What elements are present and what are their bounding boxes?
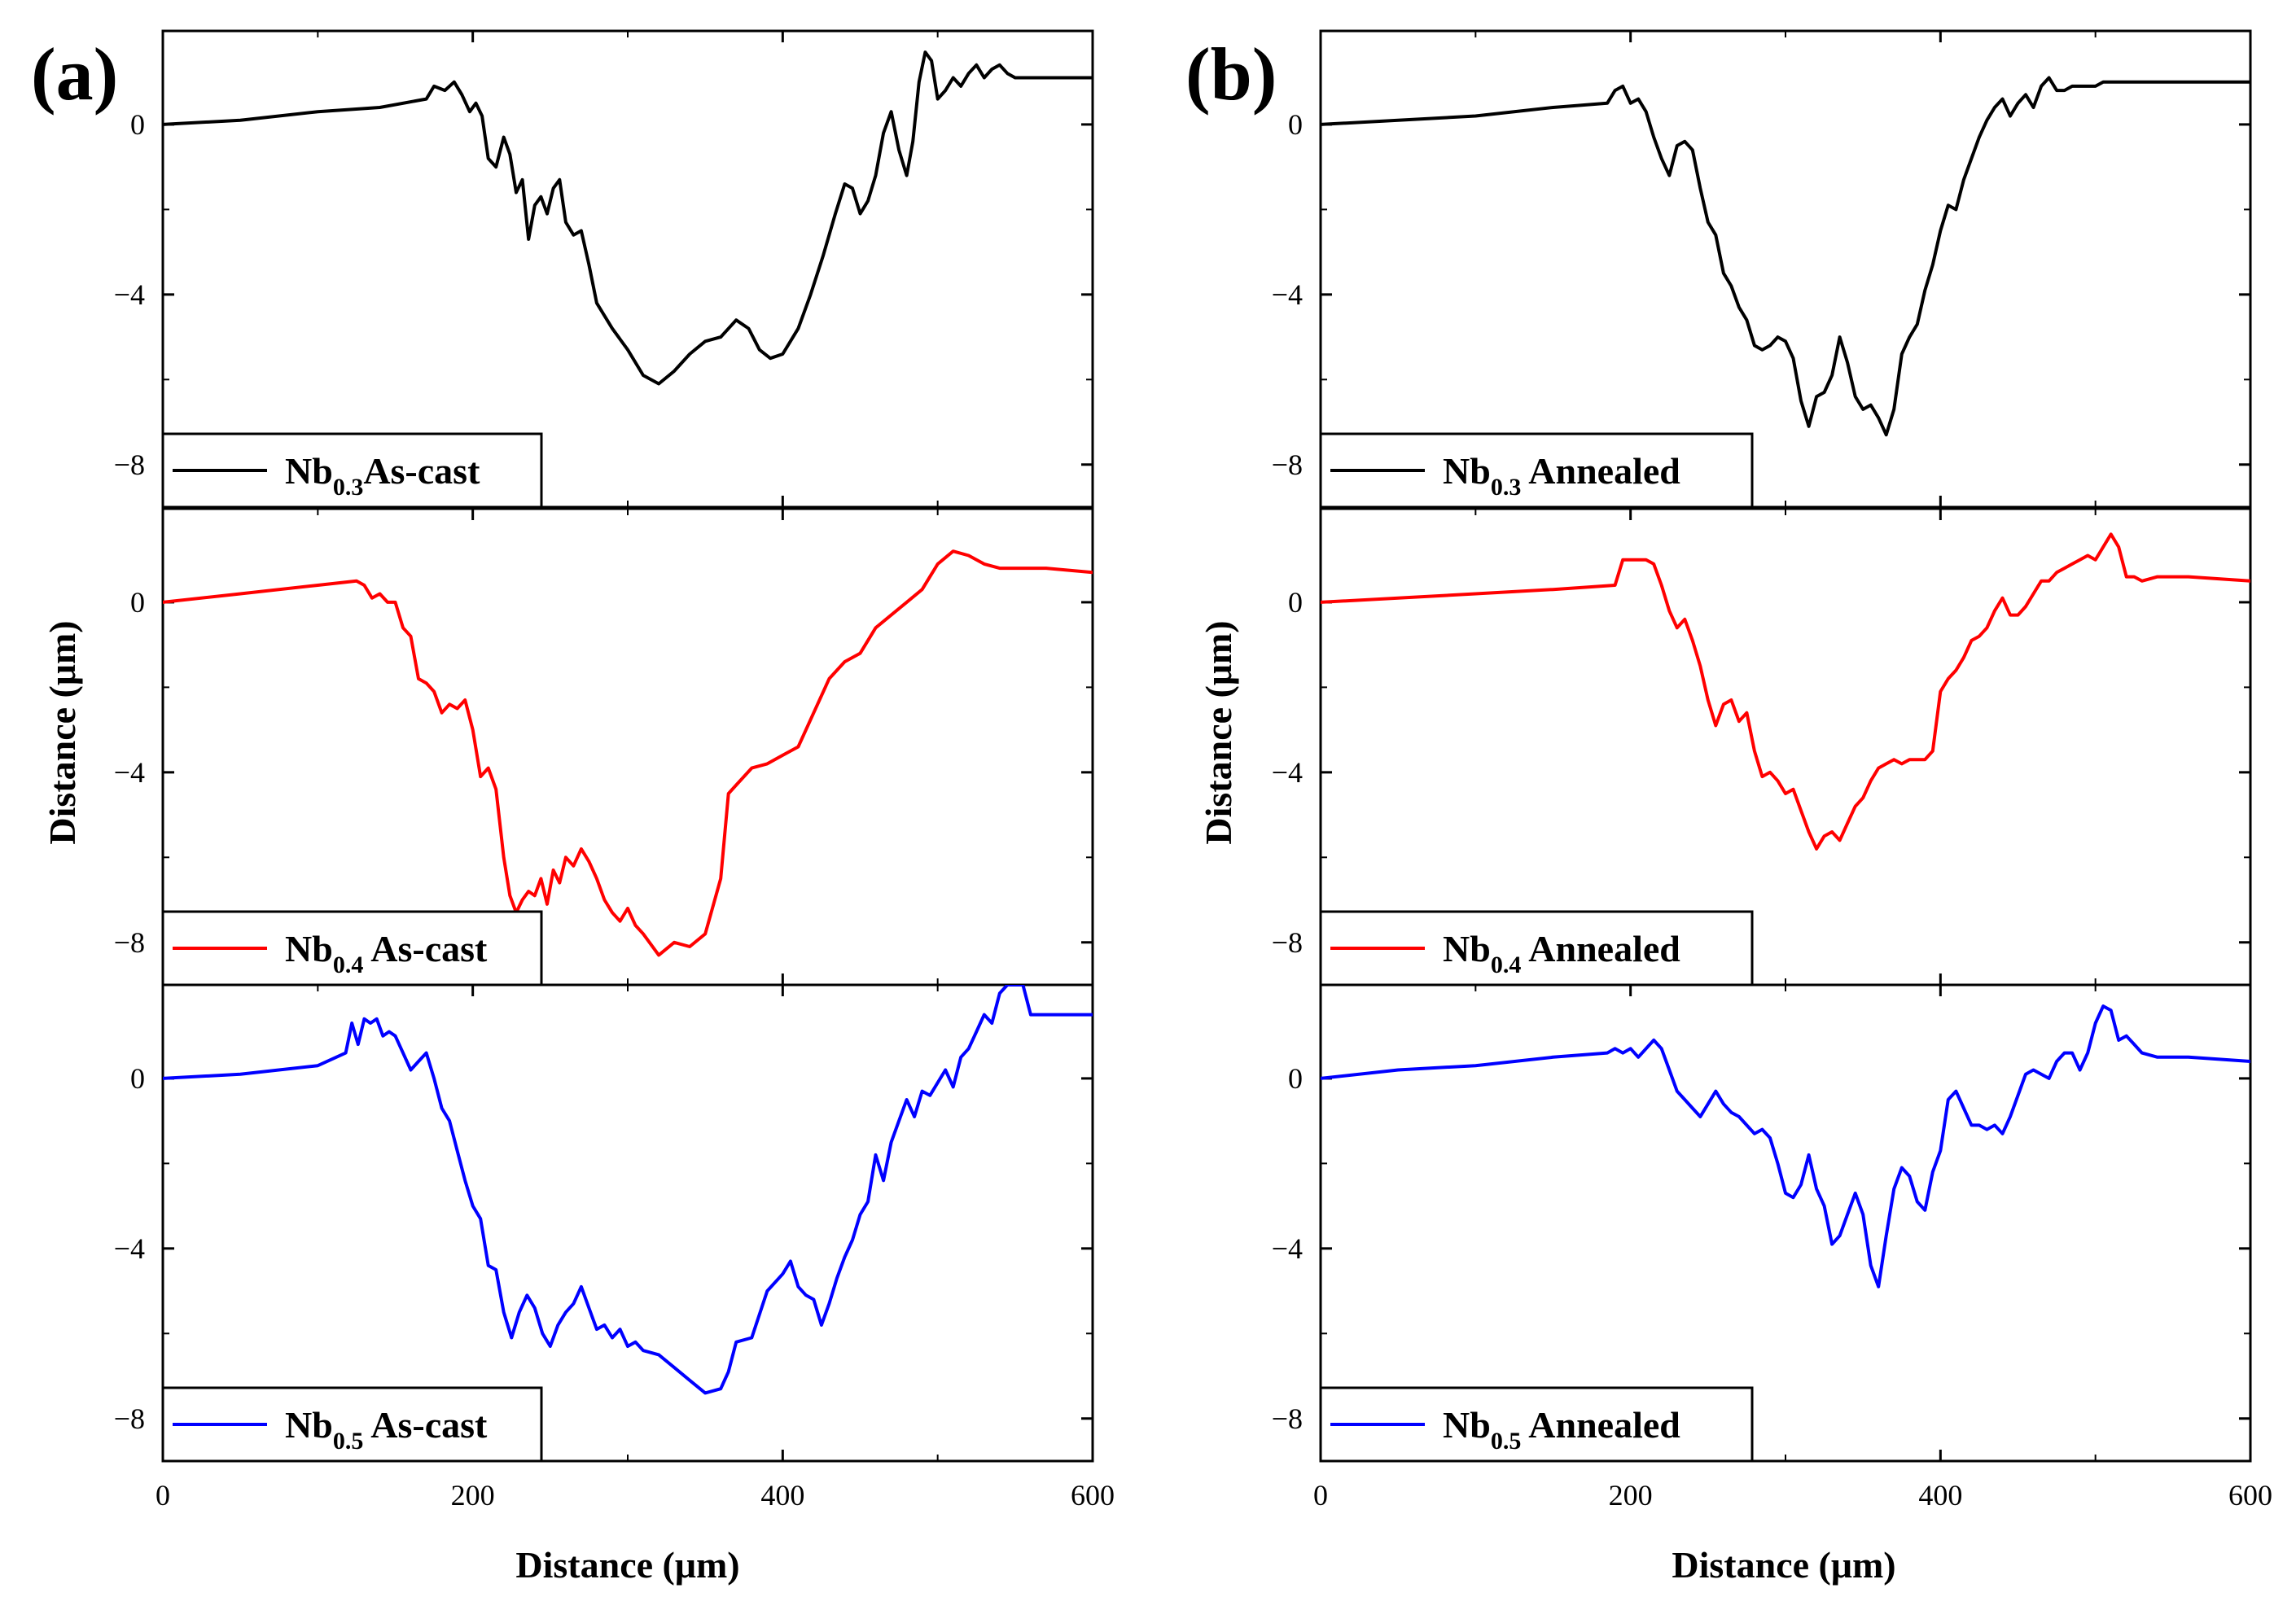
legend-label-rest: Annealed <box>1521 450 1680 492</box>
legend-label-rest: Annealed <box>1521 928 1680 969</box>
series-line <box>163 985 1093 1395</box>
y-tick-label: 0 <box>1288 108 1303 141</box>
subplot-p1-r2: 0 −4 −8 0 200 400 600 Nb0.5 Annealed <box>1272 983 2272 1512</box>
y-tick-label: 0 <box>130 108 145 141</box>
x-tick-label: 200 <box>451 1479 495 1512</box>
y-tick-label: −8 <box>1272 926 1303 959</box>
x-tick-label: 600 <box>2228 1479 2272 1512</box>
panel-b-xlabel: Distance (μm) <box>1672 1544 1895 1586</box>
panel-b-letter: (b) <box>1185 33 1277 116</box>
x-tick-label: 400 <box>760 1479 804 1512</box>
legend-label-rest: As-cast <box>363 450 480 492</box>
panel-a-letter: (a) <box>31 33 118 116</box>
y-tick-label: −8 <box>1272 448 1303 481</box>
legend: Nb0.5 As-cast <box>161 1386 543 1463</box>
legend-label-rest: As-cast <box>363 928 488 969</box>
legend-label: Nb0.4 Annealed <box>1443 928 1680 978</box>
y-tick-label: −8 <box>114 926 145 959</box>
series-line <box>163 50 1093 386</box>
legend-label-base: Nb <box>285 450 333 492</box>
legend: Nb0.5 Annealed <box>1319 1386 1754 1463</box>
y-tick-label: 0 <box>130 586 145 619</box>
legend-label-rest: Annealed <box>1521 1404 1680 1446</box>
legend: Nb0.3 Annealed <box>1319 432 1754 509</box>
series-line <box>163 549 1093 957</box>
legend-label-base: Nb <box>285 928 333 969</box>
legend-label: Nb0.4 As-cast <box>285 928 488 978</box>
legend-label-sub: 0.5 <box>333 1428 364 1455</box>
x-tick-label: 400 <box>1918 1479 1962 1512</box>
legend: Nb0.4 As-cast <box>161 910 543 987</box>
legend-label: Nb0.5 As-cast <box>285 1404 488 1455</box>
legend-label: Nb0.3As-cast <box>285 450 480 501</box>
subplot-p1-r1: 0 −4 −8 Nb0.4 Annealed <box>1272 507 2252 987</box>
y-tick-label: −4 <box>114 1232 145 1265</box>
panel-b-ylabel: Distance (μm) <box>1198 620 1239 844</box>
y-tick-label: −4 <box>1272 756 1303 789</box>
series-line <box>1321 76 2250 437</box>
x-tick-label: 0 <box>156 1479 170 1512</box>
legend-label-sub: 0.3 <box>333 474 364 501</box>
legend-label-base: Nb <box>1443 450 1491 492</box>
subplot-p1-r0: 0 −4 −8 Nb0.3 Annealed <box>1272 29 2252 509</box>
panel-a-ylabel: Distance (μm) <box>42 620 83 844</box>
legend-label-sub: 0.3 <box>1491 474 1522 501</box>
x-tick-label: 600 <box>1071 1479 1115 1512</box>
legend: Nb0.4 Annealed <box>1319 910 1754 987</box>
y-tick-label: −8 <box>114 1402 145 1435</box>
subplot-p0-r2: 0 −4 −8 0 200 400 600 Nb0.5 As-cast <box>114 983 1115 1512</box>
y-tick-label: 0 <box>130 1062 145 1095</box>
legend-label: Nb0.3 Annealed <box>1443 450 1680 501</box>
series-line <box>1321 532 2250 851</box>
x-tick-label: 200 <box>1609 1479 1653 1512</box>
legend-label-base: Nb <box>285 1404 333 1446</box>
y-tick-label: −8 <box>1272 1402 1303 1435</box>
legend-label-sub: 0.5 <box>1491 1428 1522 1455</box>
legend-label-base: Nb <box>1443 1404 1491 1446</box>
y-tick-label: 0 <box>1288 1062 1303 1095</box>
y-tick-label: −4 <box>114 278 145 311</box>
y-tick-label: −8 <box>114 448 145 481</box>
x-tick-label: 0 <box>1313 1479 1328 1512</box>
legend-label-sub: 0.4 <box>1491 952 1522 978</box>
y-tick-label: −4 <box>1272 1232 1303 1265</box>
subplot-p0-r1: 0 −4 −8 Nb0.4 As-cast <box>114 507 1094 987</box>
panel-a-xlabel: Distance (μm) <box>515 1544 739 1586</box>
legend-label-sub: 0.4 <box>333 952 364 978</box>
legend-label-base: Nb <box>1443 928 1491 969</box>
series-line <box>1321 1004 2250 1288</box>
y-tick-label: −4 <box>114 756 145 789</box>
legend: Nb0.3As-cast <box>161 432 543 509</box>
legend-label: Nb0.5 Annealed <box>1443 1404 1680 1455</box>
subplot-p0-r0: 0 −4 −8 Nb0.3As-cast <box>114 29 1094 509</box>
y-tick-label: 0 <box>1288 586 1303 619</box>
y-tick-label: −4 <box>1272 278 1303 311</box>
legend-label-rest: As-cast <box>363 1404 488 1446</box>
